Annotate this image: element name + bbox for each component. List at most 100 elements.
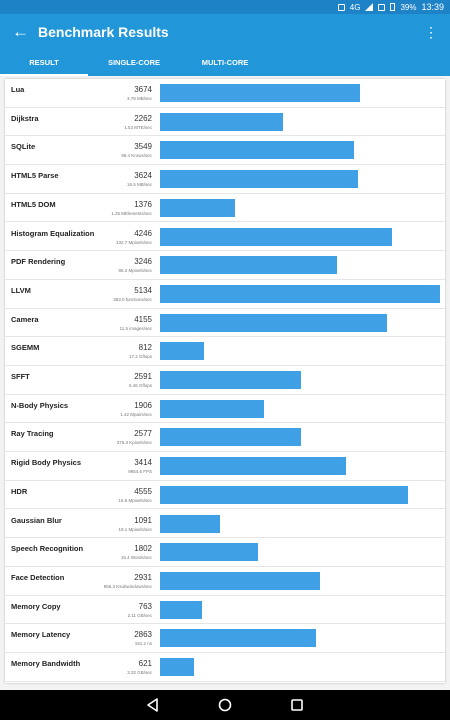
network-type: 4G	[349, 2, 361, 12]
benchmark-name: HDR	[11, 486, 28, 496]
vibrate-icon	[337, 3, 345, 11]
score-bar	[160, 313, 387, 332]
score-bar	[160, 600, 202, 619]
benchmark-name: HTML5 Parse	[11, 171, 59, 181]
benchmark-name: SFFT	[11, 372, 30, 381]
benchmark-score: 3624	[134, 171, 152, 181]
recents-square-icon[interactable]	[282, 690, 312, 720]
score-bar	[160, 170, 358, 189]
benchmark-name: N-Body Physics	[11, 400, 69, 410]
result-row[interactable]: PDF Rendering 3246 86.2 Mpixels/sec	[5, 251, 445, 280]
tab-result[interactable]: RESULT	[0, 52, 88, 76]
benchmark-rate: 19.1 Mpixels/sec	[118, 526, 152, 532]
result-row[interactable]: Camera 4155 11.5 images/sec	[5, 309, 445, 338]
benchmark-name: Memory Bandwidth	[11, 659, 81, 668]
result-row[interactable]: SQLite 3549 98.4 Krows/sec	[5, 136, 445, 166]
no-sim-icon	[378, 3, 386, 11]
score-bar	[160, 571, 320, 590]
benchmark-score: 621	[138, 659, 152, 668]
back-triangle-icon[interactable]	[138, 690, 168, 720]
result-row[interactable]: Memory Copy 763 2.11 GB/sec	[5, 596, 445, 625]
benchmark-name: Speech Recognition	[11, 544, 84, 554]
benchmark-rate: 2.11 GB/sec	[127, 612, 152, 618]
result-row[interactable]: HTML5 Parse 3624 16.5 MB/sec	[5, 165, 445, 194]
benchmark-name: Gaussian Blur	[11, 515, 62, 525]
tab-multi-core[interactable]: MULTI-CORE	[201, 58, 249, 67]
benchmark-score: 4246	[134, 228, 152, 238]
result-row[interactable]: SFFT 2591 6.46 Gflops	[5, 366, 445, 395]
score-bar	[160, 629, 317, 648]
result-row[interactable]: Ray Tracing 2577 376.3 Kpixels/sec	[5, 423, 445, 453]
benchmark-name: Camera	[11, 314, 39, 324]
benchmark-rate: 1.42 Mpairs/sec	[120, 411, 152, 417]
benchmark-rate: 1.25 MElements/sec	[111, 210, 152, 216]
benchmark-rate: 9954.5 FPS	[128, 469, 152, 475]
score-bar	[160, 256, 338, 275]
benchmark-rate: 17.2 Gflops	[128, 354, 152, 360]
result-row[interactable]: HDR 4555 16.5 Mpixels/sec	[5, 481, 445, 510]
benchmark-score: 1091	[134, 515, 152, 525]
benchmark-name: LLVM	[11, 285, 31, 295]
benchmark-name: PDF Rendering	[11, 257, 66, 267]
benchmark-rate: 6.46 Gflops	[128, 383, 152, 388]
result-row[interactable]: Gaussian Blur 1091 19.1 Mpixels/sec	[5, 510, 445, 539]
benchmark-score: 3549	[134, 142, 152, 152]
benchmark-score: 3246	[134, 257, 152, 267]
result-row[interactable]: Lua 3674 3.78 MB/sec	[5, 79, 445, 108]
score-bar	[160, 399, 264, 418]
battery-icon	[390, 3, 396, 11]
result-row[interactable]: Memory Latency 2863 151.2 ns	[5, 624, 445, 653]
result-row[interactable]: SGEMM 812 17.2 Gflops	[5, 337, 445, 366]
battery-level: 39%	[400, 2, 417, 12]
benchmark-name: Ray Tracing	[11, 429, 54, 439]
result-row[interactable]: Face Detection 2931 856.3 Ksubwindows/sec	[5, 567, 445, 596]
app-bar: ← Benchmark Results ⋮	[0, 14, 450, 52]
tab-bar: RESULT SINGLE-CORE MULTI-CORE	[0, 52, 450, 76]
benchmark-rate: 11.5 images/sec	[119, 325, 152, 331]
result-row[interactable]: Speech Recognition 1802 15.4 Words/sec	[5, 538, 445, 567]
benchmark-rate: 15.4 Words/sec	[120, 555, 152, 561]
result-row[interactable]: Dijkstra 2262 1.53 MTE/sec	[5, 108, 445, 137]
benchmark-score: 1802	[134, 544, 152, 554]
benchmark-rate: 353.0 functions/sec	[113, 296, 152, 302]
benchmark-name: HTML5 DOM	[11, 199, 56, 209]
benchmark-score: 2262	[134, 113, 152, 123]
benchmark-rate: 98.4 Krows/sec	[121, 153, 152, 159]
score-bar	[160, 342, 205, 361]
benchmark-score: 4155	[134, 314, 152, 324]
benchmark-score: 2591	[134, 372, 152, 381]
benchmark-name: Dijkstra	[11, 113, 39, 123]
benchmark-name: Memory Copy	[11, 601, 61, 611]
score-bar	[160, 514, 220, 533]
benchmark-rate: 16.5 Mpixels/sec	[118, 497, 152, 503]
result-row[interactable]: HTML5 DOM 1376 1.25 MElements/sec	[5, 194, 445, 223]
score-bar	[160, 284, 440, 303]
benchmark-rate: 856.3 Ksubwindows/sec	[103, 583, 152, 589]
benchmark-rate: 1.53 MTE/sec	[124, 124, 152, 130]
status-bar: 4G 39% 13:39	[0, 0, 450, 14]
benchmark-name: Rigid Body Physics	[11, 458, 82, 468]
result-row[interactable]: Histogram Equalization 4246 132.7 Mpixels/…	[5, 223, 445, 252]
score-bar	[160, 658, 194, 676]
score-bar	[160, 84, 361, 102]
benchmark-score: 2931	[134, 572, 152, 582]
benchmark-score: 4555	[134, 486, 152, 496]
home-circle-icon[interactable]	[210, 690, 240, 720]
more-vert-icon[interactable]: ⋮	[424, 24, 438, 40]
benchmark-score: 1906	[134, 400, 152, 410]
result-row[interactable]: LLVM 5134 353.0 functions/sec	[5, 280, 445, 309]
benchmark-rate: 86.2 Mpixels/sec	[118, 268, 152, 274]
benchmark-rate: 3.32 GB/sec	[127, 670, 152, 675]
navigation-bar	[0, 690, 450, 720]
benchmark-score: 812	[138, 343, 152, 353]
benchmark-rate: 376.3 Kpixels/sec	[116, 440, 152, 446]
benchmark-score: 763	[138, 601, 152, 611]
score-bar	[160, 428, 301, 447]
arrow-left-icon[interactable]: ←	[12, 22, 29, 41]
score-bar	[160, 457, 347, 476]
result-row[interactable]: Rigid Body Physics 3414 9954.5 FPS	[5, 452, 445, 481]
tab-single-core[interactable]: SINGLE-CORE	[107, 58, 161, 67]
result-row[interactable]: Memory Bandwidth 621 3.32 GB/sec	[5, 653, 445, 682]
benchmark-score: 3414	[134, 458, 152, 468]
result-row[interactable]: N-Body Physics 1906 1.42 Mpairs/sec	[5, 395, 445, 424]
